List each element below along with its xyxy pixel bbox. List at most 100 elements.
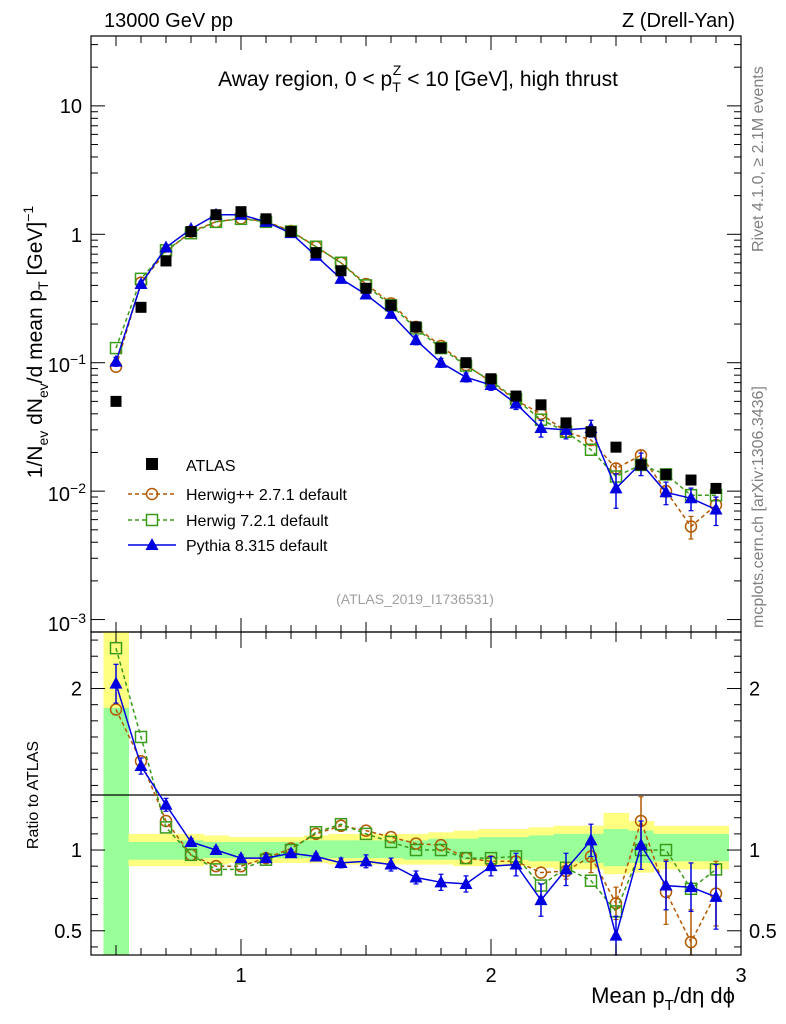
ratio-band-inner bbox=[328, 840, 354, 859]
ratio-point-pythia bbox=[309, 849, 323, 862]
ratio-band-inner bbox=[678, 833, 704, 862]
main-point-atlas bbox=[360, 282, 372, 294]
ratio-point-pythia bbox=[134, 759, 148, 772]
main-point-atlas bbox=[385, 299, 397, 311]
main-point-atlas bbox=[485, 373, 497, 385]
ratio-point-herwigpp bbox=[409, 837, 423, 850]
ratio-point-herwig7 bbox=[309, 826, 323, 839]
ratio-point-herwig7 bbox=[384, 835, 398, 849]
legend-marker-herwig7 bbox=[145, 513, 159, 527]
ratio-point-herwig7 bbox=[409, 843, 423, 857]
analysis-watermark: (ATLAS_2019_I1736531) bbox=[336, 591, 494, 607]
ratio-band-inner bbox=[128, 841, 154, 860]
ratio-point-pythia bbox=[359, 854, 373, 867]
legend-label-herwig7: Herwig 7.2.1 default bbox=[186, 513, 329, 530]
legend-label-pythia: Pythia 8.315 default bbox=[186, 538, 328, 555]
ratio-uncertainty-bands bbox=[103, 632, 729, 955]
ratio-band-inner bbox=[528, 835, 554, 862]
main-point-atlas bbox=[610, 441, 622, 453]
ratio-point-pythia bbox=[334, 855, 348, 868]
main-point-atlas bbox=[110, 395, 122, 407]
main-point-herwigpp bbox=[684, 520, 698, 533]
ratio-band-inner bbox=[653, 833, 679, 862]
main-point-pythia bbox=[609, 481, 623, 494]
ratio-band-inner bbox=[103, 707, 129, 955]
y-tick-label-1: 1 bbox=[71, 225, 82, 247]
ratio-point-herwigpp bbox=[534, 866, 548, 879]
main-point-atlas bbox=[135, 301, 147, 313]
ratio-point-pythia bbox=[409, 870, 423, 883]
legend-marker-pythia bbox=[145, 538, 159, 550]
ratio-point-pythia bbox=[484, 859, 498, 872]
ratio-point-herwigpp bbox=[684, 935, 698, 949]
ratio-band-inner bbox=[153, 841, 179, 860]
main-point-pythia bbox=[659, 485, 673, 498]
main-point-pythia bbox=[684, 491, 698, 504]
ratio-point-herwig7 bbox=[184, 848, 198, 862]
ratio-point-pythia bbox=[459, 876, 473, 889]
ratio-point-herwig7 bbox=[434, 843, 448, 857]
ratio-band-inner bbox=[603, 829, 629, 867]
ratio-point-pythia bbox=[284, 846, 298, 859]
ratio-point-herwig7 bbox=[584, 874, 598, 887]
ratio-y-tick-label-left: 0.5 bbox=[54, 921, 82, 943]
main-point-atlas bbox=[310, 247, 322, 259]
ratio-point-pythia bbox=[434, 875, 448, 888]
ratio-line-pythia bbox=[115, 683, 717, 939]
main-point-atlas bbox=[660, 468, 672, 480]
main-series-layer bbox=[109, 206, 723, 540]
main-point-herwig7 bbox=[109, 341, 123, 355]
legend-label-herwigpp: Herwig++ 2.7.1 default bbox=[186, 487, 348, 504]
ratio-point-herwig7 bbox=[359, 827, 373, 841]
main-point-atlas bbox=[535, 399, 547, 411]
ratio-y-tick-label-right: 2 bbox=[749, 679, 760, 701]
ratio-point-herwigpp bbox=[609, 897, 623, 910]
ratio-point-herwig7 bbox=[109, 641, 123, 655]
ratio-point-herwig7 bbox=[459, 851, 473, 865]
ratio-band-inner bbox=[303, 840, 329, 859]
x-tick-label: 2 bbox=[485, 965, 496, 987]
main-point-atlas bbox=[335, 265, 347, 277]
process-label: Z (Drell-Yan) bbox=[622, 10, 735, 32]
ratio-point-pythia bbox=[559, 862, 573, 875]
ratio-point-pythia bbox=[159, 797, 173, 810]
main-point-atlas bbox=[585, 426, 597, 438]
y-tick-label-1e-1: 10−1 bbox=[48, 351, 86, 377]
main-line-herwig7 bbox=[115, 218, 716, 496]
energy-label: 13000 GeV pp bbox=[104, 10, 233, 32]
ratio-point-pythia bbox=[509, 857, 523, 870]
main-point-atlas bbox=[710, 482, 722, 494]
main-point-pythia bbox=[559, 422, 573, 435]
ratio-point-pythia bbox=[709, 889, 723, 902]
ratio-point-herwig7 bbox=[234, 863, 248, 876]
ratio-band-inner bbox=[353, 840, 379, 859]
ratio-point-pythia bbox=[659, 878, 673, 891]
main-point-atlas bbox=[435, 342, 447, 354]
main-line-herwigpp bbox=[115, 217, 717, 528]
main-point-pythia bbox=[409, 333, 423, 346]
legend-marker-herwigpp bbox=[145, 487, 159, 501]
ratio-point-pythia bbox=[234, 851, 248, 864]
main-point-atlas bbox=[235, 206, 247, 218]
main-point-pythia bbox=[159, 240, 173, 253]
main-point-atlas bbox=[510, 390, 522, 402]
ratio-point-pythia bbox=[109, 676, 123, 689]
ratio-y-tick-label-right: 1 bbox=[749, 840, 760, 862]
ratio-point-herwig7 bbox=[134, 730, 148, 744]
ratio-band-inner bbox=[703, 833, 729, 862]
ratio-y-tick-label-left: 2 bbox=[71, 679, 82, 701]
main-point-pythia bbox=[459, 370, 473, 383]
legend-marker-atlas bbox=[146, 458, 158, 470]
legend-label-atlas: ATLAS bbox=[186, 458, 236, 475]
ratio-panel-frame bbox=[90, 631, 742, 956]
main-point-pythia bbox=[134, 277, 148, 290]
x-tick-label: 1 bbox=[235, 965, 246, 987]
ratio-point-pythia bbox=[684, 880, 698, 893]
ratio-point-pythia bbox=[384, 857, 398, 870]
ratio-point-pythia bbox=[259, 851, 273, 864]
main-point-atlas bbox=[160, 255, 172, 267]
ratio-point-herwig7 bbox=[609, 905, 623, 918]
main-axis-ticks bbox=[90, 36, 742, 632]
ratio-point-pythia bbox=[609, 928, 623, 941]
